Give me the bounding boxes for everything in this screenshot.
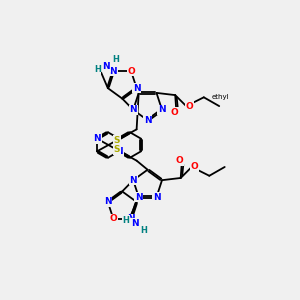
Text: N: N (131, 219, 139, 228)
Text: N: N (93, 134, 101, 143)
Text: N: N (104, 197, 112, 206)
Text: H: H (123, 216, 129, 225)
Text: N: N (110, 67, 117, 76)
Text: O: O (170, 108, 178, 117)
Text: O: O (127, 67, 135, 76)
Text: N: N (153, 193, 160, 202)
Text: H: H (112, 55, 119, 64)
Text: N: N (129, 176, 137, 185)
Text: S: S (114, 145, 120, 154)
Text: ethyl: ethyl (212, 94, 230, 100)
Text: N: N (129, 105, 137, 114)
Text: O: O (110, 214, 117, 223)
Text: N: N (144, 116, 152, 125)
Text: N: N (102, 62, 110, 71)
Text: N: N (127, 214, 135, 223)
Text: O: O (191, 163, 199, 172)
Text: N: N (135, 193, 142, 202)
Text: S: S (114, 136, 120, 145)
Text: H: H (94, 65, 101, 74)
Text: O: O (185, 102, 193, 111)
Text: O: O (176, 156, 184, 165)
Text: N: N (158, 105, 166, 114)
Text: N: N (133, 84, 140, 93)
Text: N: N (115, 147, 123, 156)
Text: H: H (141, 226, 147, 235)
